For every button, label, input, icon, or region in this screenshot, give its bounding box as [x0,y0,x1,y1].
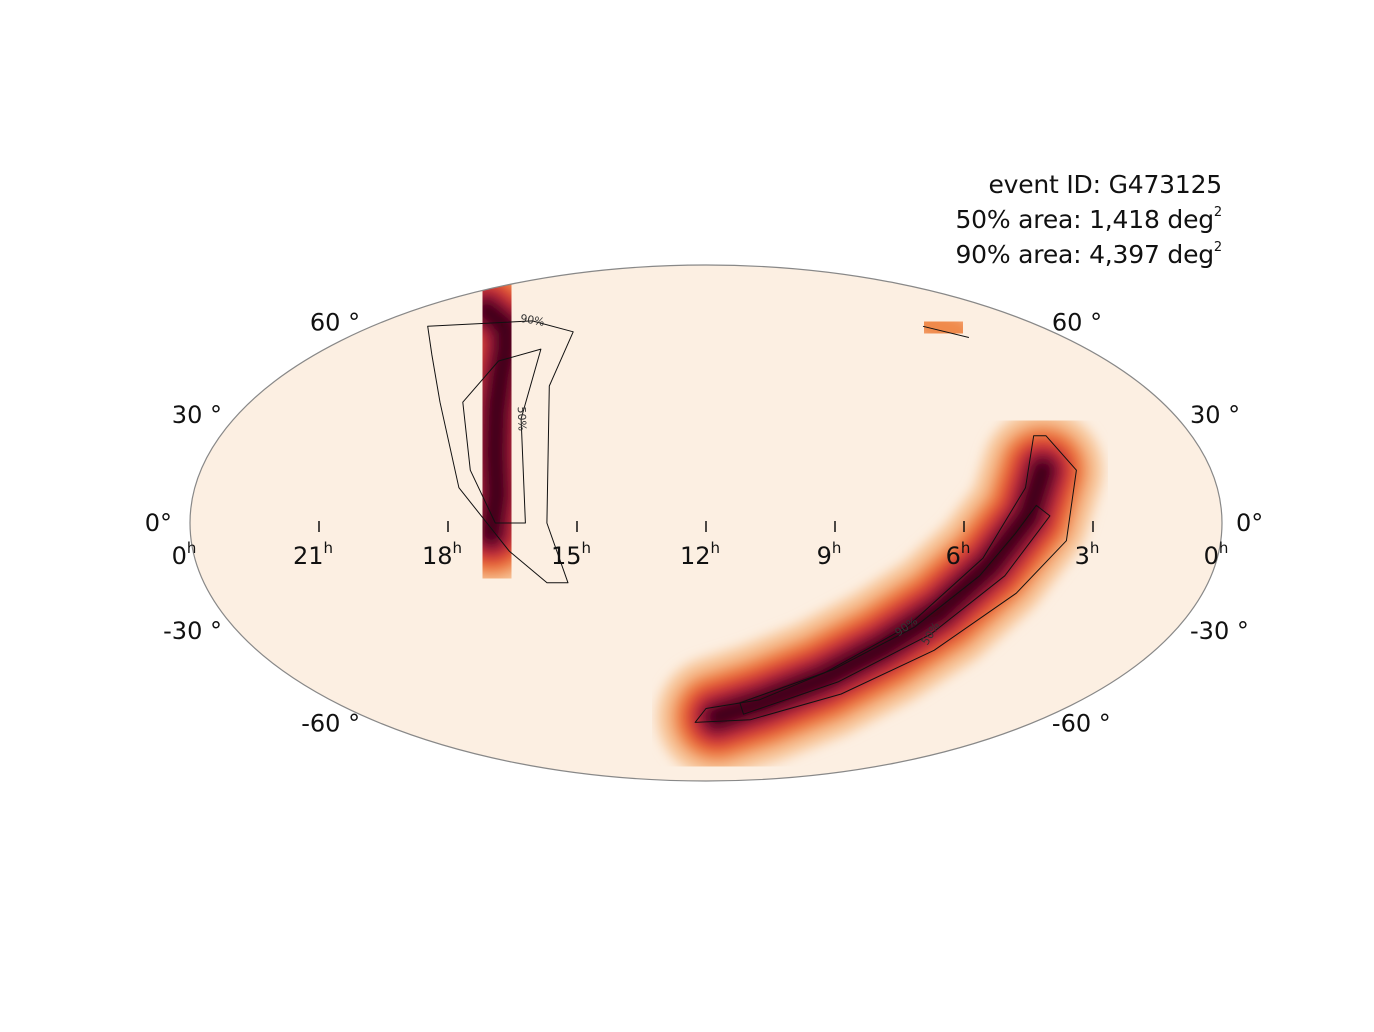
contour-50-lobe-2 [739,504,1051,715]
area-90-label: 90% area: 4,397 deg [955,240,1214,269]
ra-hour-superscript: h [582,539,592,557]
event-info: event ID: G473125 [988,170,1222,199]
dec-tick-label-right: 0° [1236,509,1263,537]
ra-tick-label: 0h [172,539,197,570]
map-outline [189,264,1223,782]
area-90-info: 90% area: 4,397 deg2 [955,240,1222,269]
contour-90-lobe-2 [694,435,1077,723]
contour-90-lobe-3 [922,325,970,338]
contour-50-lobe-1 [462,348,542,524]
dec-tick-label-left: 0° [145,509,172,537]
contour-level-label: 90% [519,312,545,329]
area-50-info: 50% area: 1,418 deg2 [955,205,1222,234]
area-50-unit-exponent: 2 [1213,205,1222,220]
ra-hour-superscript: h [711,539,721,557]
contour-90-lobe-1 [427,320,574,584]
heat-lobe-1 [429,265,563,591]
area-50-label: 50% area: 1,418 deg [955,205,1214,234]
dec-tick-label-right: 30 ° [1190,401,1240,429]
dec-tick-label-left: -30 ° [163,617,222,645]
ra-hour-superscript: h [961,539,971,557]
axis-ticks [318,521,1094,532]
heat-lobe-3 [908,302,979,353]
ra-tick-label: 0h [1204,539,1229,570]
dec-tick-label-left: 60 ° [310,308,360,336]
ra-hour-superscript: h [453,539,463,557]
event-id-label: event ID: G473125 [988,170,1222,199]
probability-peak [929,603,950,624]
dec-tick-label-right: -30 ° [1190,617,1249,645]
dec-tick-label-left: -60 ° [301,710,360,738]
dec-tick-label-right: -60 ° [1052,710,1111,738]
ra-hour-superscript: h [832,539,842,557]
ra-hour-superscript: h [324,539,334,557]
area-90-unit-exponent: 2 [1213,240,1222,255]
heat-band-2 [913,307,974,348]
ra-hour-superscript: h [1090,539,1100,557]
probability-peak [487,392,508,413]
ra-hour-superscript: h [187,539,197,557]
dec-tick-label-right: 60 ° [1052,308,1102,336]
contour-level-label: 50% [515,406,529,431]
ra-hour-superscript: h [1219,539,1229,557]
dec-tick-label-left: 30 ° [172,401,222,429]
